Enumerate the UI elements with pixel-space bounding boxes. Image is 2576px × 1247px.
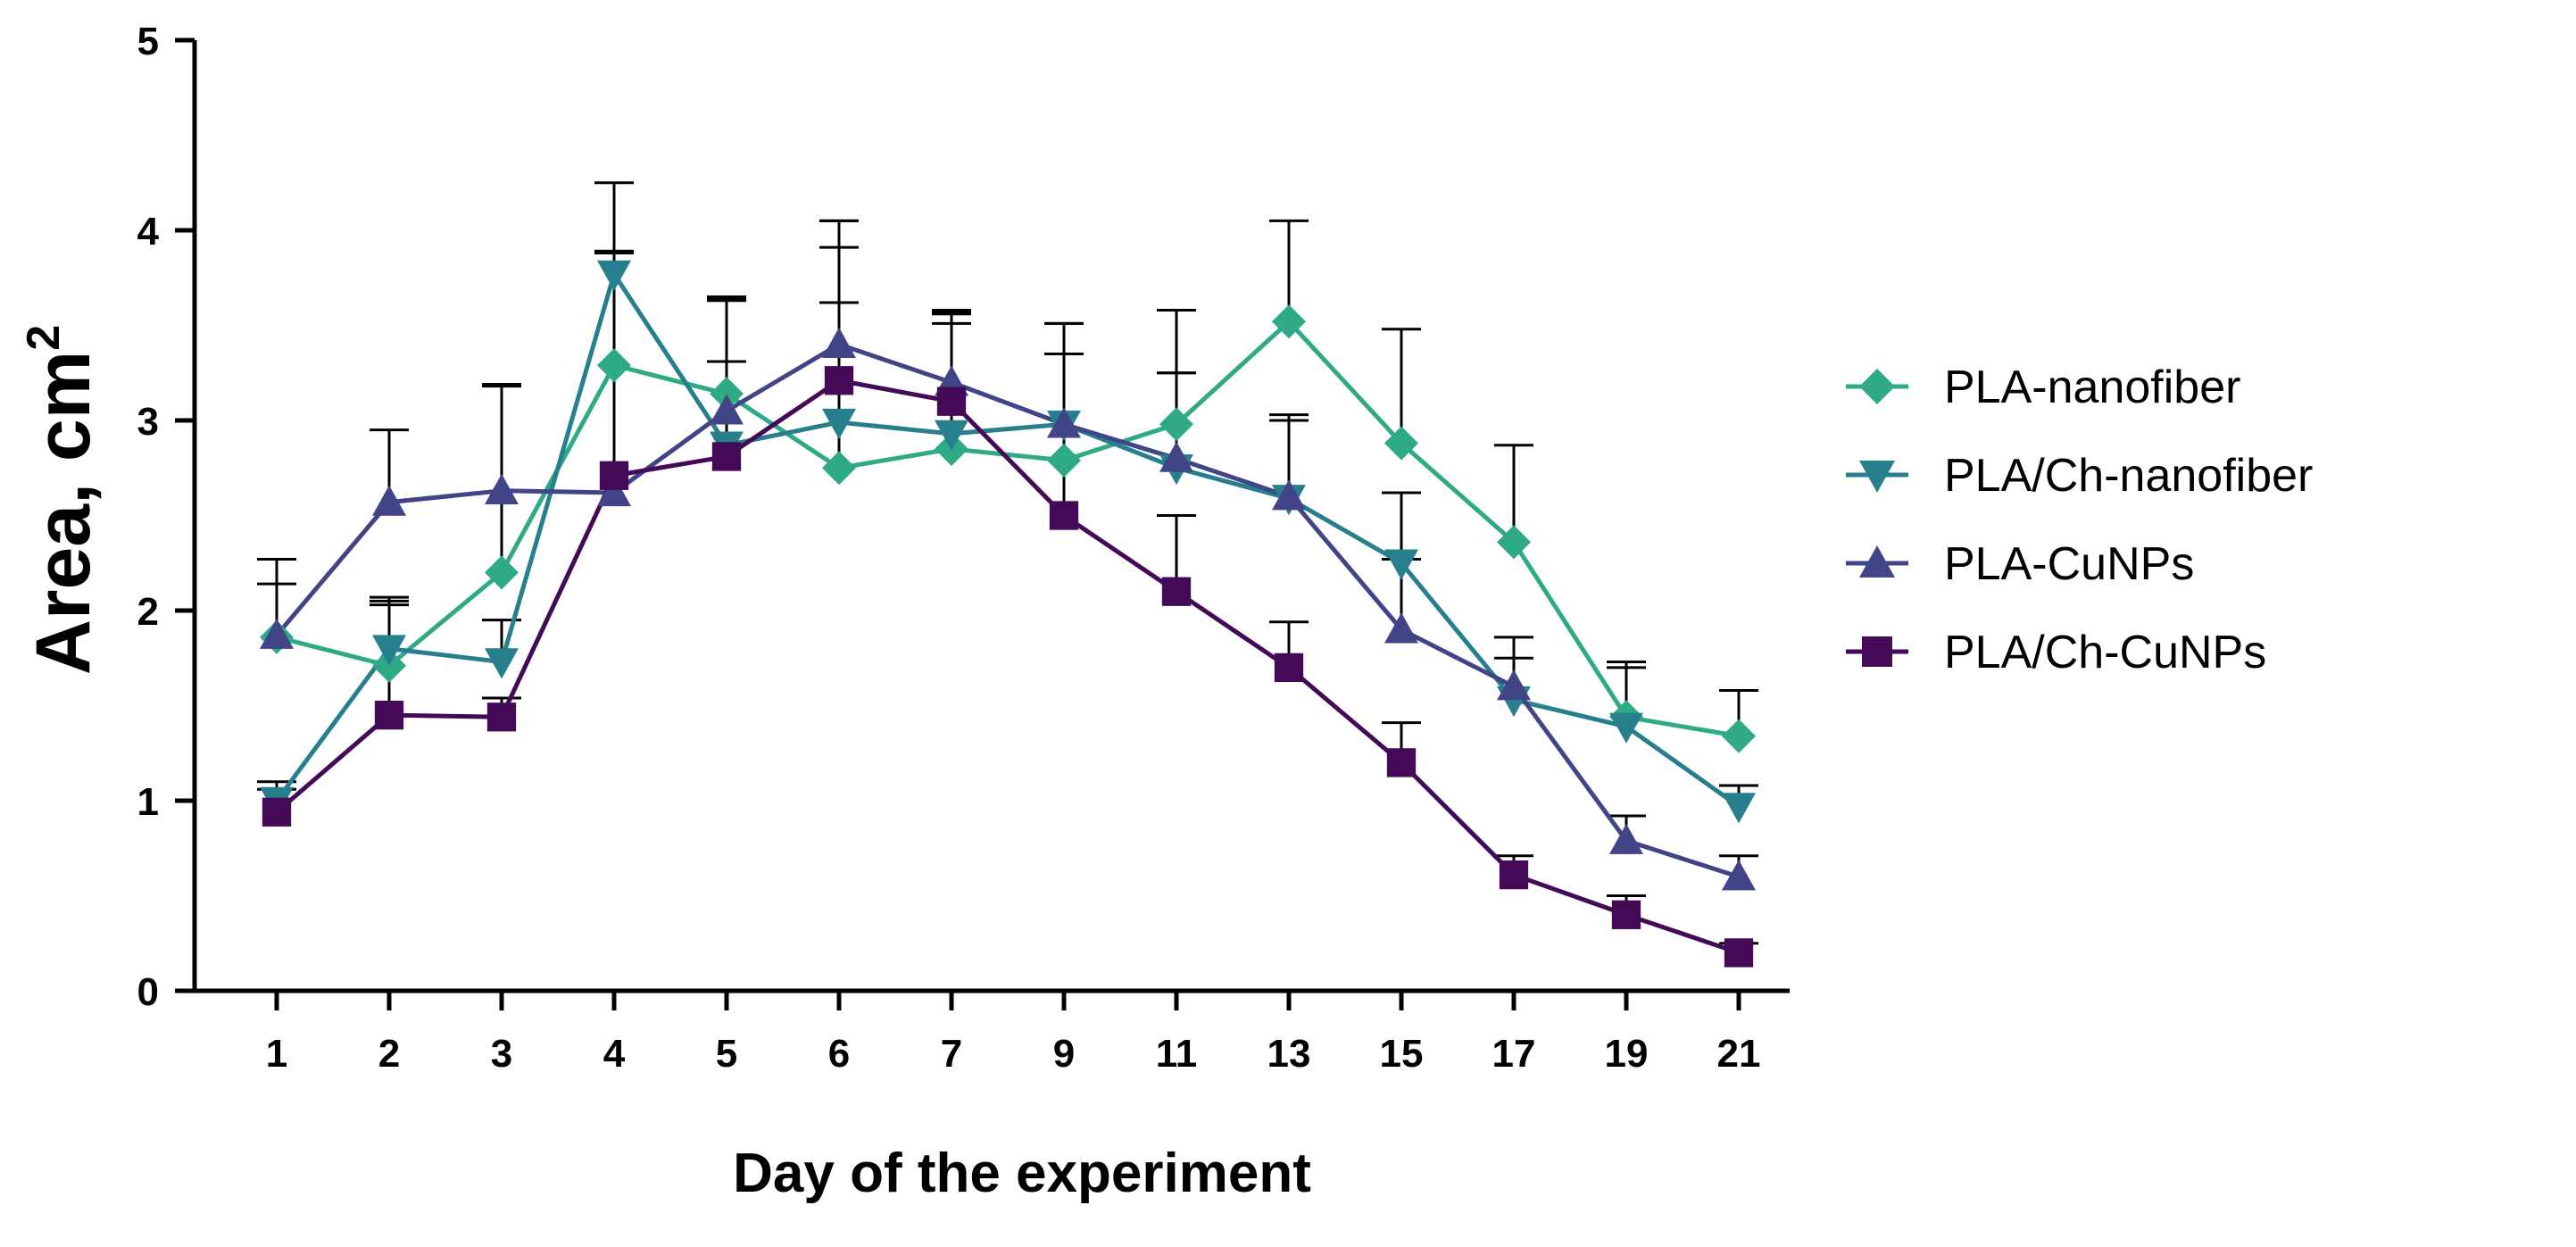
y-axis-title: Area, cm2 xyxy=(18,325,106,675)
x-tick-label: 2 xyxy=(378,1032,400,1076)
x-tick-label: 1 xyxy=(266,1032,287,1076)
data-point-pla-cunps xyxy=(1497,669,1531,701)
x-tick-label: 21 xyxy=(1717,1032,1761,1076)
data-point-pla-nanofiber xyxy=(822,451,856,486)
data-point-pla-ch-cunps xyxy=(1274,653,1304,683)
data-point-pla-ch-cunps xyxy=(1611,900,1641,929)
data-point-pla-cunps xyxy=(1609,823,1643,854)
x-tick-label: 15 xyxy=(1380,1032,1424,1076)
data-point-pla-cunps xyxy=(822,327,856,358)
data-point-pla-ch-cunps xyxy=(1499,860,1529,890)
series-line-pla-nanofiber xyxy=(276,319,1740,739)
data-point-pla-cunps xyxy=(1047,407,1081,438)
x-tick-label: 6 xyxy=(828,1032,850,1076)
data-point-pla-nanofiber xyxy=(1272,304,1306,339)
x-tick-label: 7 xyxy=(941,1032,962,1076)
series-line-pla-ch-cunps xyxy=(275,378,1740,955)
data-point-pla-ch-cunps xyxy=(374,701,404,730)
data-point-pla-ch-nanofiber xyxy=(372,635,406,666)
legend-label-pla-ch-cunps: PLA/Ch-CuNPs xyxy=(1944,627,2266,678)
x-tick-label: 9 xyxy=(1053,1032,1075,1076)
data-point-pla-cunps xyxy=(1159,441,1193,472)
data-point-pla-cunps xyxy=(372,485,406,516)
y-tick-label: 5 xyxy=(137,20,159,63)
legend-marker-pla-nanofiber xyxy=(1859,369,1895,404)
x-tick-label: 3 xyxy=(491,1032,512,1076)
data-point-pla-ch-nanofiber xyxy=(822,408,856,440)
series-markers xyxy=(260,260,1756,968)
y-tick-label: 3 xyxy=(137,400,159,444)
y-tick-label: 4 xyxy=(137,210,160,254)
data-point-pla-ch-cunps xyxy=(599,461,629,490)
data-point-pla-ch-cunps xyxy=(486,702,517,732)
y-tick-label: 2 xyxy=(137,590,159,634)
data-point-pla-ch-cunps xyxy=(1161,577,1192,606)
data-point-pla-ch-cunps xyxy=(1386,748,1417,777)
data-point-pla-nanofiber xyxy=(597,348,631,383)
data-point-pla-nanofiber xyxy=(1384,426,1418,461)
x-tick-label: 19 xyxy=(1605,1032,1649,1076)
legend-label-pla-cunps: PLA-CuNPs xyxy=(1944,538,2194,590)
data-point-pla-cunps xyxy=(710,394,744,425)
series-line-pla-cunps xyxy=(275,342,1740,879)
data-point-pla-cunps xyxy=(1722,860,1756,891)
y-tick-label: 0 xyxy=(137,970,159,1014)
data-point-pla-ch-cunps xyxy=(936,387,967,416)
legend-marker-pla-cunps xyxy=(1859,545,1895,578)
data-point-pla-cunps xyxy=(597,475,631,507)
data-point-pla-ch-nanofiber xyxy=(1384,549,1418,580)
data-point-pla-nanofiber xyxy=(710,377,744,412)
legend-label-pla-ch-nanofiber: PLA/Ch-nanofiber xyxy=(1944,450,2313,502)
data-point-pla-ch-nanofiber xyxy=(1722,793,1756,824)
data-point-pla-nanofiber xyxy=(485,555,519,590)
data-point-pla-nanofiber xyxy=(1722,719,1756,753)
x-tick-label: 11 xyxy=(1156,1032,1198,1076)
data-point-pla-cunps xyxy=(260,618,294,649)
data-point-pla-ch-cunps xyxy=(1049,501,1079,530)
data-point-pla-ch-nanofiber xyxy=(597,260,631,291)
axes: 0 1 2 3 4 5 1 2 3 4 5 6 7 9 11 13 15 17 19 21 xyxy=(137,20,1790,1076)
y-tick-label: 1 xyxy=(137,780,159,824)
legend-marker-pla-ch-cunps xyxy=(1862,636,1892,667)
data-point-pla-nanofiber xyxy=(372,648,406,683)
series-lines xyxy=(274,271,1741,955)
data-point-pla-nanofiber xyxy=(1047,443,1081,478)
data-point-pla-cunps xyxy=(1384,612,1418,644)
x-tick-label: 4 xyxy=(603,1032,626,1076)
data-point-pla-ch-cunps xyxy=(711,442,742,471)
x-tick-label: 5 xyxy=(716,1032,737,1076)
legend: PLA-nanofiber PLA/Ch-nanofiber PLA-CuNPs PL… xyxy=(1846,362,2313,678)
data-point-pla-nanofiber xyxy=(1159,407,1193,442)
data-point-pla-ch-cunps xyxy=(824,366,854,395)
data-point-pla-ch-nanofiber xyxy=(935,420,968,451)
x-tick-label: 17 xyxy=(1492,1032,1536,1076)
data-point-pla-ch-nanofiber xyxy=(485,648,519,679)
legend-label-pla-nanofiber: PLA-nanofiber xyxy=(1944,362,2240,413)
data-point-pla-nanofiber xyxy=(1497,525,1531,560)
data-point-pla-ch-cunps xyxy=(262,797,292,827)
x-axis-title: Day of the experiment xyxy=(733,1143,1311,1204)
data-point-pla-ch-cunps xyxy=(1724,938,1754,968)
data-point-pla-cunps xyxy=(485,473,519,505)
y-axis-title-text: Area, cm xyxy=(21,351,106,675)
data-point-pla-cunps xyxy=(1272,479,1306,511)
legend-marker-pla-ch-nanofiber xyxy=(1859,461,1895,493)
x-tick-label: 13 xyxy=(1267,1032,1311,1076)
error-bars xyxy=(257,181,1758,953)
data-point-pla-ch-nanofiber xyxy=(1609,712,1643,744)
y-axis-title-superscript: 2 xyxy=(18,325,70,351)
